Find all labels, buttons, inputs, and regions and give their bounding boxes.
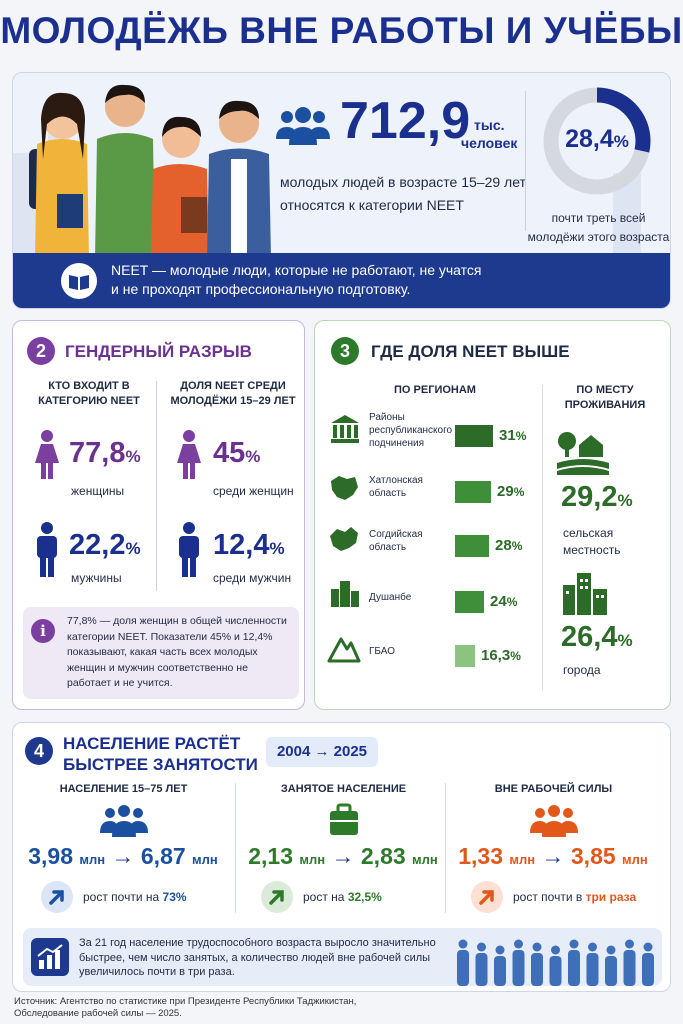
- students-illustration: [29, 84, 271, 259]
- people-icon: [276, 107, 330, 145]
- region-bar: [455, 535, 489, 557]
- column-header-place: ПО МЕСТУ ПРОЖИВАНИЯ: [564, 384, 646, 411]
- people-group-icon: [100, 805, 148, 837]
- government-building-icon: [331, 415, 359, 443]
- section-number-badge: 4: [25, 737, 53, 765]
- growth-chart-icon: [31, 938, 69, 976]
- definition-banner: NEET — молодые люди, которые не работают…: [13, 253, 670, 308]
- region-value: 16,3%: [481, 647, 521, 664]
- male-icon: [179, 522, 199, 577]
- briefcase-icon: [330, 803, 358, 835]
- men-share-label: мужчины: [71, 571, 122, 585]
- arrow-up-right-icon: [471, 881, 503, 913]
- people-group-icon: [530, 805, 578, 837]
- neet-unit-thousand: тыс.: [474, 117, 505, 133]
- region-name: Районы республиканского подчинения: [369, 412, 453, 449]
- region-map-icon: [331, 476, 358, 500]
- farm-icon: [557, 432, 609, 475]
- info-icon: i: [31, 619, 55, 643]
- women-share-value: 77,8%: [69, 437, 141, 469]
- region-bar: [455, 645, 475, 667]
- female-icon: [35, 430, 59, 479]
- stat-growth-text: рост на 32,5%: [303, 890, 382, 904]
- female-icon: [177, 430, 201, 479]
- section-title: НАСЕЛЕНИЕ РАСТЁТ БЫСТРЕЕ ЗАНЯТОСТИ: [63, 734, 258, 774]
- section-number-badge: 2: [27, 337, 55, 365]
- stat-growth-text: рост почти в три раза: [513, 890, 637, 904]
- region-name: Согдийская область: [369, 529, 423, 553]
- region-bar: [455, 481, 491, 503]
- region-name: ГБАО: [369, 646, 395, 657]
- student-girl-yellow: [29, 92, 89, 259]
- city-buildings-icon: [563, 573, 607, 615]
- section-title: ГДЕ ДОЛЯ NEET ВЫШЕ: [371, 342, 570, 361]
- women-share-label: женщины: [71, 484, 125, 498]
- summary-text: За 21 год население трудоспособного возр…: [79, 937, 436, 978]
- neet-desc-line-1: молодых людей в возрасте 15–29 лет: [280, 174, 526, 190]
- rural-value: 29,2%: [561, 481, 633, 513]
- page-title: МОЛОДЁЖЬ ВНЕ РАБОТЫ И УЧЁБЫ: [0, 10, 683, 51]
- men-rate-value: 12,4%: [213, 529, 285, 561]
- urban-value: 26,4%: [561, 621, 633, 653]
- gender-note-text: 77,8% — доля женщин в общей численности …: [67, 615, 287, 689]
- column-header-composition: КТО ВХОДИТ В КАТЕГОРИЮ NEET: [38, 380, 140, 407]
- region-bar: [455, 425, 493, 447]
- region-value: 28%: [495, 537, 523, 554]
- region-name: Хатлонская область: [369, 475, 423, 499]
- gender-note-box: i 77,8% — доля женщин в общей численност…: [23, 607, 299, 699]
- column-divider: [542, 385, 543, 690]
- mountain-icon: [327, 637, 361, 663]
- women-rate-value: 45%: [213, 437, 261, 469]
- share-value-label: 28,4%: [565, 125, 629, 153]
- arrow-up-right-icon: [261, 881, 293, 913]
- neet-unit-people: человек: [461, 135, 518, 151]
- gender-gap-card: 2 ГЕНДЕРНЫЙ РАЗРЫВ КТО ВХОДИТ В КАТЕГОРИЮ…: [12, 320, 305, 710]
- neet-total-number: 712,9: [340, 92, 471, 150]
- stat-change: 2,13 млн → 2,83 млн: [248, 843, 438, 869]
- column-header-regions: ПО РЕГИОНАМ: [394, 384, 476, 396]
- student-girl-orange: [151, 116, 209, 259]
- stat-growth-text: рост почти на 73%: [83, 890, 187, 904]
- column-divider: [156, 381, 157, 591]
- book-icon: [61, 263, 97, 299]
- source-footnote: Источник: Агентство по статистике при Пр…: [14, 996, 357, 1019]
- urban-label: города: [563, 663, 601, 677]
- arrow-up-right-icon: [41, 881, 73, 913]
- student-boy-denim: [207, 100, 271, 259]
- summary-box: За 21 год население трудоспособного возр…: [23, 928, 662, 986]
- stat-header: ЗАНЯТОЕ НАСЕЛЕНИЕ: [280, 783, 407, 795]
- stat-header: ВНЕ РАБОЧЕЙ СИЛЫ: [494, 783, 613, 795]
- share-caption: почти треть всей молодёжи этого возраста: [527, 211, 670, 244]
- student-boy-green: [95, 84, 155, 259]
- men-rate-label: среди мужчин: [213, 571, 292, 585]
- men-share-value: 22,2%: [69, 529, 141, 561]
- column-divider: [445, 783, 446, 913]
- region-bar: [455, 591, 484, 613]
- column-header-rate: ДОЛЯ NEET СРЕДИ МОЛОДЁЖИ 15–29 ЛЕТ: [170, 380, 296, 407]
- share-donut-chart: [543, 87, 651, 195]
- crowd-silhouette: [457, 939, 654, 986]
- divider: [525, 91, 526, 231]
- region-value: 29%: [497, 483, 525, 500]
- stat-change: 3,98 млн → 6,87 млн: [28, 843, 218, 869]
- section-title: ГЕНДЕРНЫЙ РАЗРЫВ: [65, 342, 252, 361]
- region-name: Душанбе: [369, 592, 412, 603]
- period-badge: 2004 → 2025: [266, 737, 378, 767]
- region-value: 31%: [499, 427, 527, 444]
- rural-label: сельская местность: [563, 526, 621, 557]
- region-map-icon: [330, 527, 358, 551]
- city-icon: [331, 581, 359, 607]
- stat-header: НАСЕЛЕНИЕ 15–75 ЛЕТ: [59, 783, 188, 795]
- neet-overview-card: 712,9 тыс. человек молодых людей в возра…: [12, 72, 671, 309]
- growth-card: 4 НАСЕЛЕНИЕ РАСТЁТ БЫСТРЕЕ ЗАНЯТОСТИ 2004…: [12, 722, 671, 992]
- column-divider: [235, 783, 236, 913]
- male-icon: [37, 522, 57, 577]
- stat-change: 1,33 млн → 3,85 млн: [458, 843, 648, 869]
- region-value: 24%: [490, 593, 518, 610]
- women-rate-label: среди женщин: [213, 484, 294, 498]
- definition-text: NEET — молодые люди, которые не работают…: [111, 262, 482, 297]
- section-number-badge: 3: [331, 337, 359, 365]
- neet-desc-line-2: относятся к категории NEET: [280, 197, 464, 213]
- regions-card: 3 ГДЕ ДОЛЯ NEET ВЫШЕ ПО РЕГИОНАМ ПО МЕСТ…: [314, 320, 671, 710]
